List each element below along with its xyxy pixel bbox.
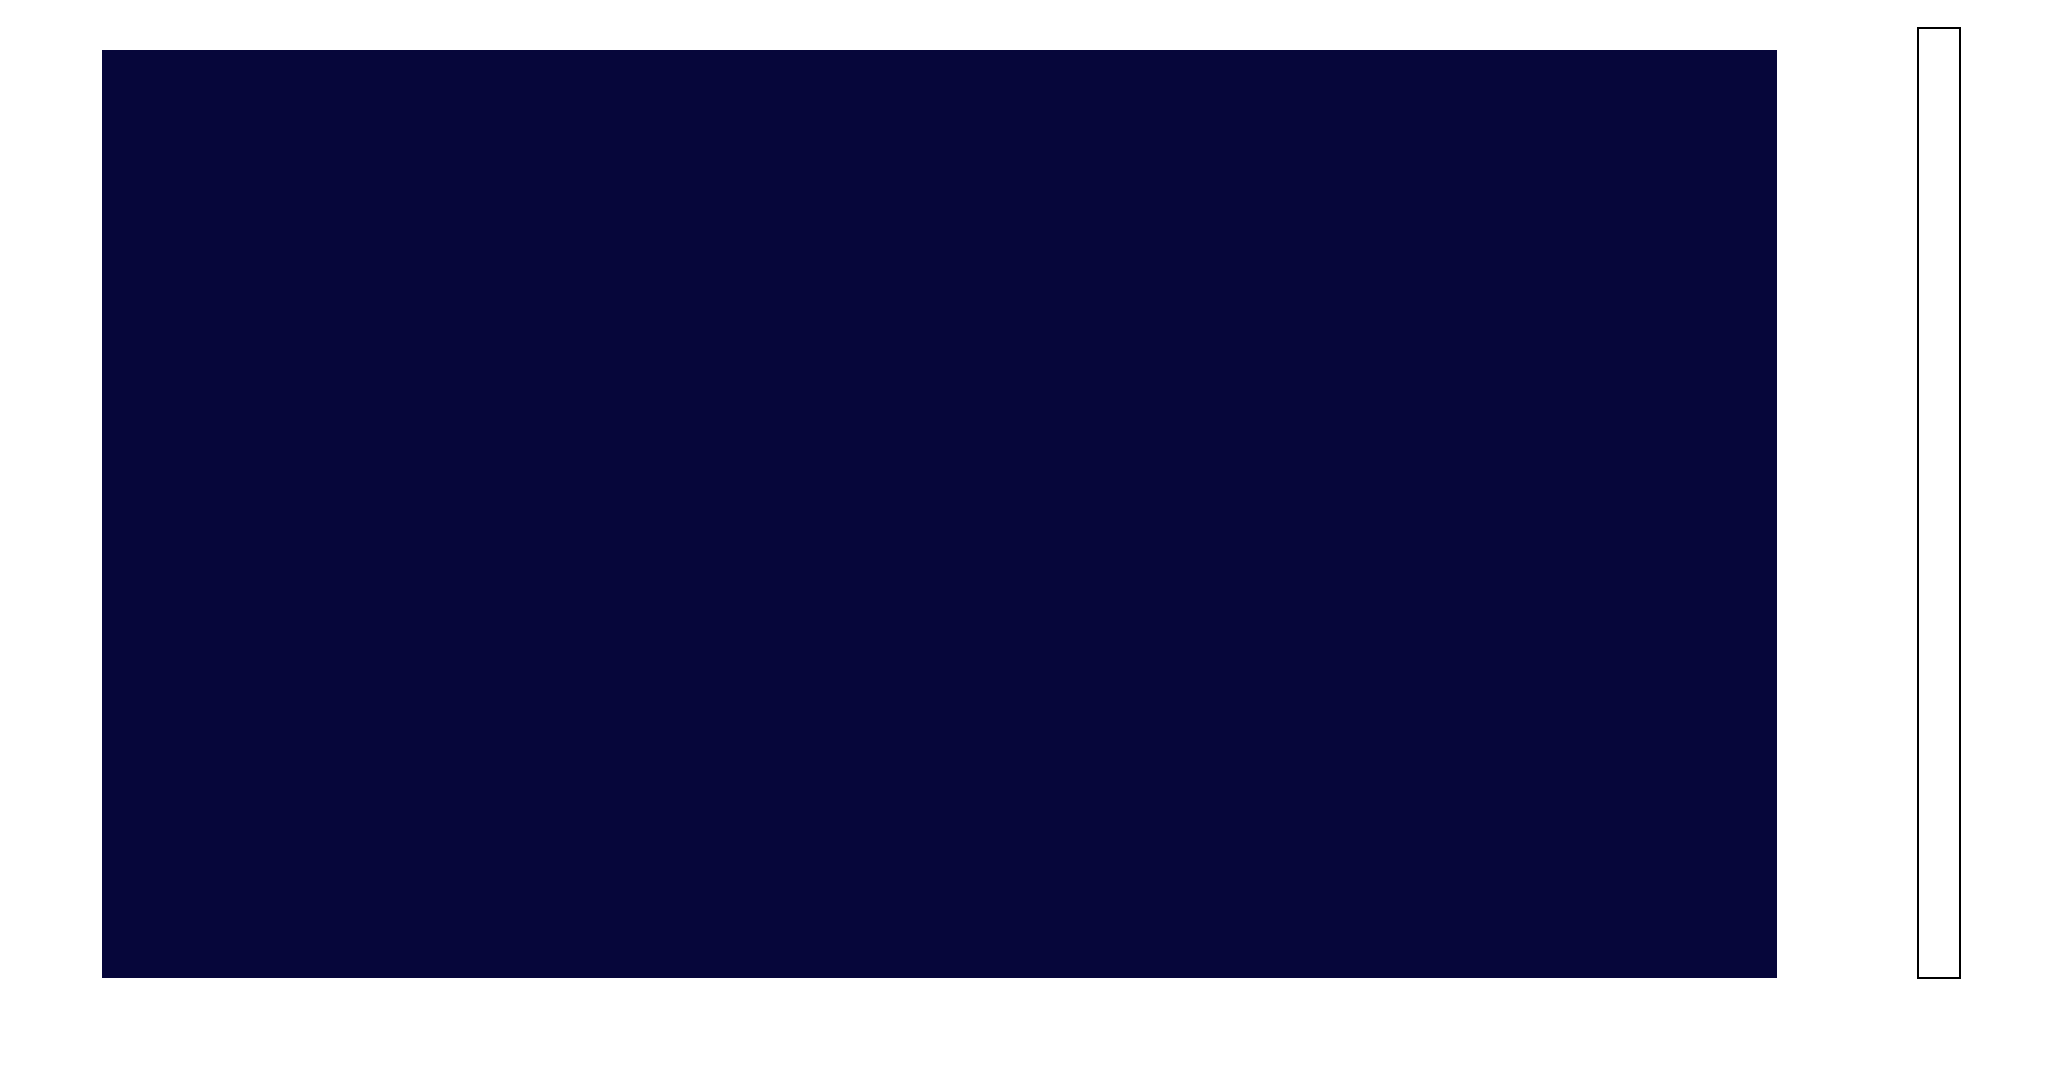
- spectrogram-canvas: [102, 50, 1777, 978]
- colorbar: [1917, 27, 1961, 979]
- plot-area: [102, 50, 1777, 978]
- colorbar-gradient: [1919, 29, 1959, 977]
